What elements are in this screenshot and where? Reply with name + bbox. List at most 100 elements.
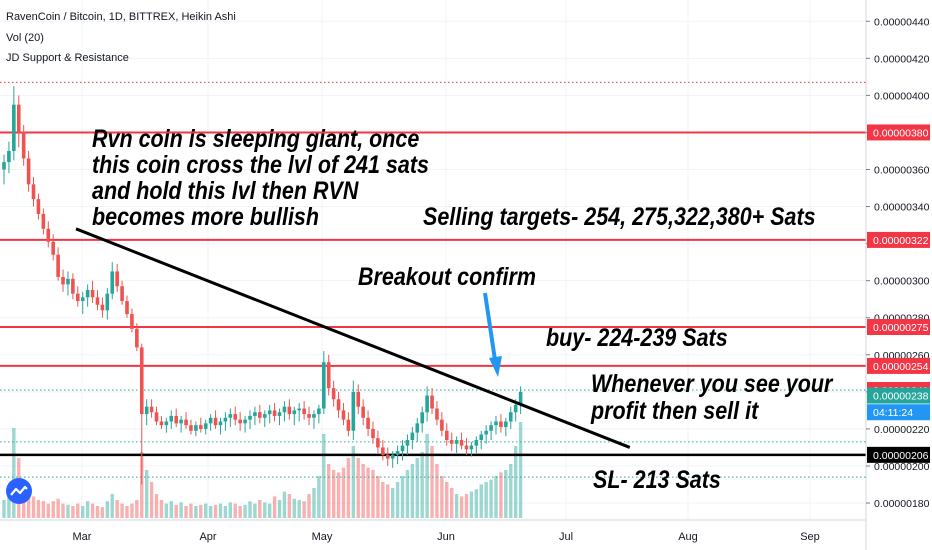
volume-bar-50 (248, 501, 252, 518)
volume-bar-68 (336, 472, 341, 518)
volume-bar-43 (213, 504, 218, 518)
candle-body-19 (95, 297, 100, 305)
candle-body-47 (233, 414, 238, 420)
volume-bar-47 (233, 503, 237, 518)
volume-bar-21 (105, 501, 110, 518)
candle-body-45 (223, 417, 228, 422)
volume-bar-56 (277, 500, 282, 518)
candle-body-44 (218, 421, 223, 426)
volume-bar-101 (499, 472, 503, 518)
thesis-line-4: becomes more bullish (92, 203, 320, 231)
candle-body-15 (76, 293, 80, 302)
volume-bar-34 (169, 501, 173, 518)
trendline (75, 227, 631, 449)
candle-body-105 (518, 391, 523, 405)
candle-body-3 (16, 104, 21, 133)
volume-bar-84 (415, 458, 419, 518)
candle-body-38 (189, 425, 193, 431)
volume-bar-52 (258, 500, 262, 518)
volume-bar-42 (208, 506, 213, 518)
candle-body-77 (381, 447, 385, 455)
candle-body-30 (149, 406, 154, 413)
candle-body-104 (513, 404, 518, 413)
candle-body-68 (336, 399, 341, 411)
candle-body-24 (120, 286, 124, 302)
candle-body-0 (2, 162, 6, 170)
candle-body-34 (169, 415, 174, 422)
price-tick-label-6: 0.00000300 (874, 276, 930, 288)
volume-bar-31 (154, 494, 159, 518)
volume-bar-45 (223, 506, 228, 518)
candle-body-36 (179, 419, 183, 424)
breakout-arrow-head (489, 356, 502, 377)
volume-bar-93 (459, 496, 464, 518)
time-tick-label-5: Aug (678, 531, 698, 543)
volume-bar-97 (479, 484, 483, 518)
volume-bar-75 (371, 470, 375, 518)
volume-bar-13 (66, 504, 70, 518)
candle-body-35 (174, 415, 178, 424)
volume-bar-17 (85, 501, 90, 518)
volume-bar-91 (450, 488, 454, 518)
price-tick-label-11: 0.00000400 (874, 90, 930, 102)
profit-annotation: Whenever you see your profit then sell i… (591, 371, 832, 425)
price-tick-label-13: 0.00000440 (874, 16, 930, 28)
candle-body-11 (56, 254, 60, 277)
volume-bar-30 (149, 482, 154, 518)
targets-annotation: Selling targets- 254, 275,322,380+ Sats (423, 203, 816, 231)
volume-bar-15 (76, 503, 80, 518)
candle-body-102 (504, 421, 508, 428)
candle-body-89 (440, 419, 444, 431)
candle-body-80 (395, 451, 400, 455)
volume-bar-11 (56, 498, 60, 518)
price-label-6: 04:11:24 (873, 407, 913, 419)
volume-bar-70 (346, 458, 351, 518)
candle-body-72 (356, 391, 361, 407)
volume-bar-72 (356, 458, 360, 518)
volume-bar-22 (110, 494, 114, 518)
volume-bar-28 (140, 452, 144, 518)
breakout-arrow-shaft (483, 292, 497, 361)
volume-bar-36 (179, 502, 183, 518)
candle-body-54 (267, 410, 272, 415)
candle-body-63 (312, 414, 316, 418)
volume-bar-76 (376, 476, 380, 518)
volume-bar-27 (135, 500, 139, 518)
candle-body-42 (208, 417, 213, 424)
time-tick-label-6: Sep (800, 531, 820, 543)
volume-bar-29 (144, 470, 149, 518)
candle-body-51 (253, 412, 257, 416)
volume-bar-66 (327, 464, 331, 518)
candle-body-71 (351, 391, 356, 431)
volume-bar-65 (322, 434, 326, 518)
legend-indicator[interactable]: JD Support & Resistance (6, 52, 129, 64)
tradingview-logo[interactable] (6, 478, 32, 504)
buy-annotation: buy- 224-239 Sats (546, 324, 728, 352)
legend-volume[interactable]: Vol (20) (6, 32, 44, 44)
candle-body-84 (415, 423, 420, 433)
candle-body-46 (228, 414, 233, 418)
price-tick-label-0: 0.00000180 (874, 498, 930, 510)
volume-bar-26 (130, 503, 134, 518)
legend-title[interactable]: RavenCoin / Bitcoin, 1D, BITTREX, Heikin… (6, 11, 236, 23)
volume-bar-85 (420, 452, 424, 518)
candle-body-97 (479, 434, 484, 441)
volume-bar-16 (81, 506, 85, 518)
candle-body-22 (110, 271, 115, 294)
price-label-5: 0.00000238 (873, 391, 929, 403)
candle-body-16 (80, 297, 85, 302)
candle-body-83 (410, 432, 415, 441)
price-label-bg-0 (867, 124, 930, 141)
candle-body-8 (41, 213, 46, 229)
price-axis: 0.000001800.000002000.000002200.00000240… (865, 0, 930, 550)
candle-body-58 (287, 406, 292, 415)
volume-bar-89 (440, 476, 444, 518)
volume-bar-41 (204, 503, 208, 518)
profit-line-2: profit then sell it (591, 397, 759, 425)
volume-bar-71 (351, 446, 356, 518)
price-label-1: 0.00000322 (873, 235, 929, 247)
volume-bar-2 (12, 428, 16, 518)
volume-bar-92 (454, 494, 459, 518)
